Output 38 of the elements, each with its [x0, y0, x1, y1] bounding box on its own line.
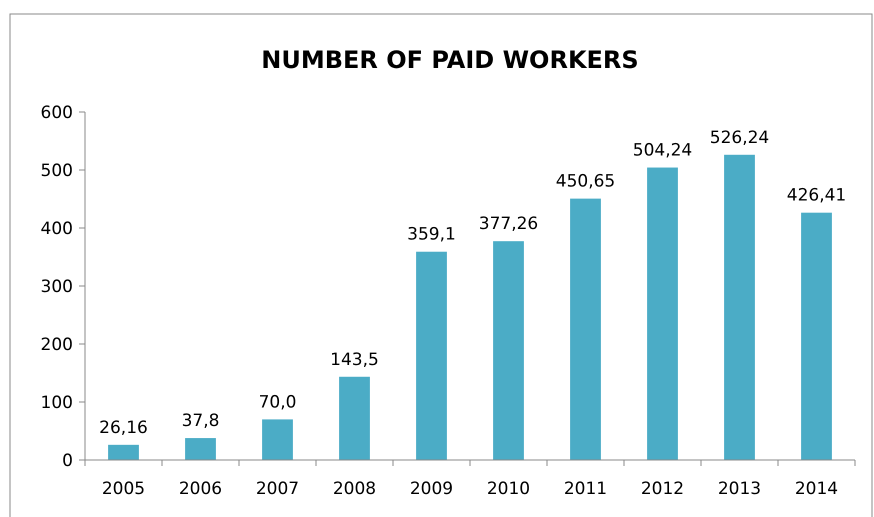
y-tick-label: 500 — [40, 160, 73, 181]
data-label: 26,16 — [99, 418, 148, 438]
data-label: 70,0 — [258, 392, 296, 412]
y-tick-label: 600 — [40, 102, 73, 123]
data-label: 143,5 — [330, 350, 379, 370]
data-label: 37,8 — [182, 411, 220, 432]
bar — [570, 198, 601, 460]
bar — [493, 241, 524, 460]
data-label: 526,24 — [710, 128, 770, 148]
y-tick-label: 0 — [62, 450, 73, 471]
bar — [416, 252, 447, 460]
data-label: 426,41 — [786, 186, 846, 206]
bar — [108, 444, 139, 460]
x-tick-label: 2011 — [564, 479, 608, 499]
x-tick-label: 2009 — [410, 479, 454, 499]
chart-title: NUMBER OF PAID WORKERS — [261, 46, 639, 74]
bar — [801, 212, 832, 460]
x-tick-label: 2013 — [718, 479, 762, 499]
x-tick-label: 2012 — [640, 479, 684, 499]
x-tick-label: 2014 — [794, 479, 838, 499]
y-tick-label: 300 — [40, 276, 73, 297]
y-tick-label: 400 — [40, 218, 73, 239]
x-tick-label: 2007 — [256, 479, 300, 499]
x-tick-label: 2006 — [178, 479, 222, 499]
data-label: 359,1 — [407, 224, 456, 245]
bar — [185, 438, 216, 460]
bar — [724, 154, 755, 460]
y-tick-label: 100 — [40, 392, 73, 413]
x-tick-label: 2008 — [332, 479, 376, 499]
data-label: 377,26 — [478, 214, 538, 234]
x-tick-label: 2005 — [102, 479, 146, 499]
bar — [647, 168, 678, 460]
bar — [339, 376, 370, 460]
y-tick-label: 200 — [40, 334, 73, 355]
bar — [262, 419, 293, 460]
data-label: 504,24 — [632, 140, 692, 161]
x-tick-label: 2010 — [486, 479, 530, 499]
data-label: 450,65 — [556, 172, 616, 192]
